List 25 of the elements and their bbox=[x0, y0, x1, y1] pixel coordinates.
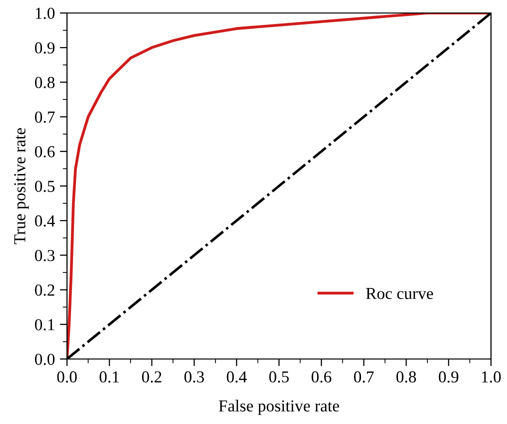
x-tick-label: 1.0 bbox=[482, 371, 501, 383]
y-tick-label: 0.9 bbox=[34, 42, 55, 54]
x-tick-label: 0.3 bbox=[184, 371, 204, 383]
y-tick-label: 0.4 bbox=[34, 215, 55, 227]
y-tick-label: 0.5 bbox=[34, 180, 55, 192]
x-tick-label: 0.5 bbox=[269, 371, 289, 383]
x-tick-label: 0.1 bbox=[100, 371, 119, 383]
x-tick-label: 0.8 bbox=[396, 371, 416, 383]
y-tick-label: 0.0 bbox=[34, 354, 55, 366]
x-tick-label: 0.2 bbox=[142, 371, 162, 383]
y-tick-label: 0.3 bbox=[34, 250, 55, 262]
legend-label: Roc curve bbox=[366, 288, 434, 300]
x-tick-label: 0.9 bbox=[438, 371, 458, 383]
y-tick-label: 0.1 bbox=[34, 319, 54, 330]
x-tick-label: 0.6 bbox=[312, 371, 332, 383]
x-tick-label: 0.7 bbox=[354, 371, 374, 383]
x-axis-title: False positive rate bbox=[218, 400, 340, 415]
x-tick-label: 0.4 bbox=[226, 371, 247, 383]
y-tick-label: 0.7 bbox=[34, 112, 55, 123]
y-tick-label: 0.2 bbox=[34, 284, 54, 296]
y-tick-label: 1.0 bbox=[36, 8, 55, 20]
y-tick-label: 0.6 bbox=[34, 146, 55, 158]
y-tick-label: 0.8 bbox=[34, 76, 55, 88]
x-tick-label: 0.0 bbox=[57, 371, 77, 383]
y-axis-title: True positive rate bbox=[14, 128, 29, 244]
